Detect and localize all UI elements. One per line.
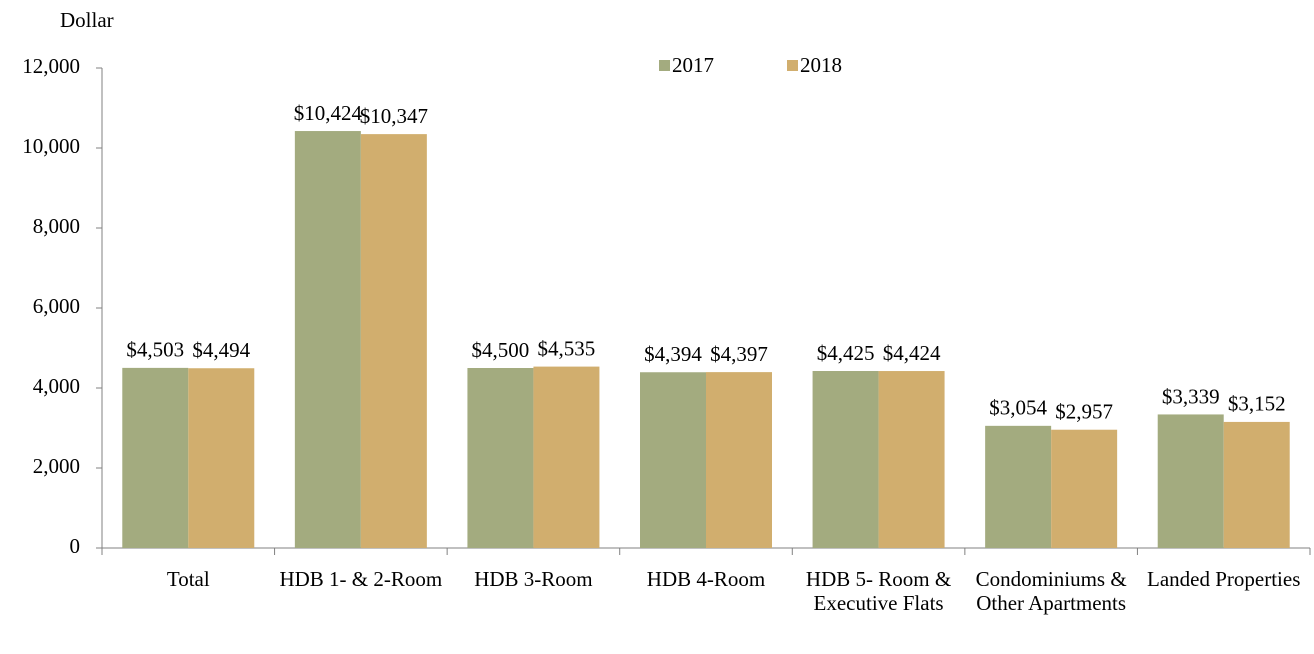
- legend-label: 2018: [800, 53, 842, 77]
- legend-swatch: [787, 60, 798, 71]
- x-tick-label: HDB 5- Room & Executive Flats: [805, 567, 952, 615]
- data-label: $4,500: [472, 338, 530, 362]
- bar: [878, 371, 945, 548]
- data-label: $4,503: [126, 338, 184, 362]
- x-tick-label: Total: [166, 567, 210, 591]
- x-tick-label: Landed Properties: [1147, 567, 1301, 591]
- bar: [360, 134, 427, 548]
- x-tick-label: HDB 3-Room: [474, 567, 593, 591]
- bar: [188, 368, 255, 548]
- bar: [812, 371, 879, 548]
- y-tick-label: 10,000: [22, 134, 80, 158]
- bar: [122, 367, 189, 548]
- bar: [640, 372, 706, 548]
- bar: [467, 368, 534, 548]
- legend-swatch: [659, 60, 670, 71]
- x-tick-label: HDB 1- & 2-Room: [279, 567, 443, 591]
- x-tick-label: HDB 4-Room: [646, 567, 766, 591]
- data-label: $4,535: [538, 336, 596, 360]
- bar: [1223, 421, 1290, 548]
- y-tick-label: 6,000: [33, 294, 80, 318]
- data-label: $4,397: [710, 342, 768, 366]
- bar: [985, 425, 1052, 548]
- bar: [706, 372, 772, 548]
- legend-label: 2017: [672, 53, 714, 77]
- bar: [1157, 414, 1224, 548]
- bar: [1051, 429, 1118, 548]
- data-label: $4,494: [192, 338, 250, 362]
- data-label: $3,152: [1228, 392, 1286, 416]
- bar: [294, 131, 361, 549]
- y-tick-label: 2,000: [33, 454, 80, 478]
- data-label: $2,957: [1055, 400, 1113, 424]
- bar: [533, 366, 600, 548]
- y-tick-label: 8,000: [33, 214, 80, 238]
- y-axis-label: Dollar: [60, 8, 114, 32]
- data-label: $10,347: [360, 104, 428, 128]
- x-tick-label: Condominiums & Other Apartments: [975, 567, 1127, 615]
- data-label: $4,424: [883, 341, 941, 365]
- y-tick-label: 12,000: [22, 54, 80, 78]
- data-label: $10,424: [294, 101, 363, 125]
- y-tick-label: 4,000: [33, 374, 80, 398]
- data-label: $4,394: [644, 342, 702, 366]
- data-label: $3,054: [989, 396, 1047, 420]
- y-tick-label: 0: [70, 534, 81, 558]
- data-label: $3,339: [1162, 384, 1220, 408]
- data-label: $4,425: [817, 341, 875, 365]
